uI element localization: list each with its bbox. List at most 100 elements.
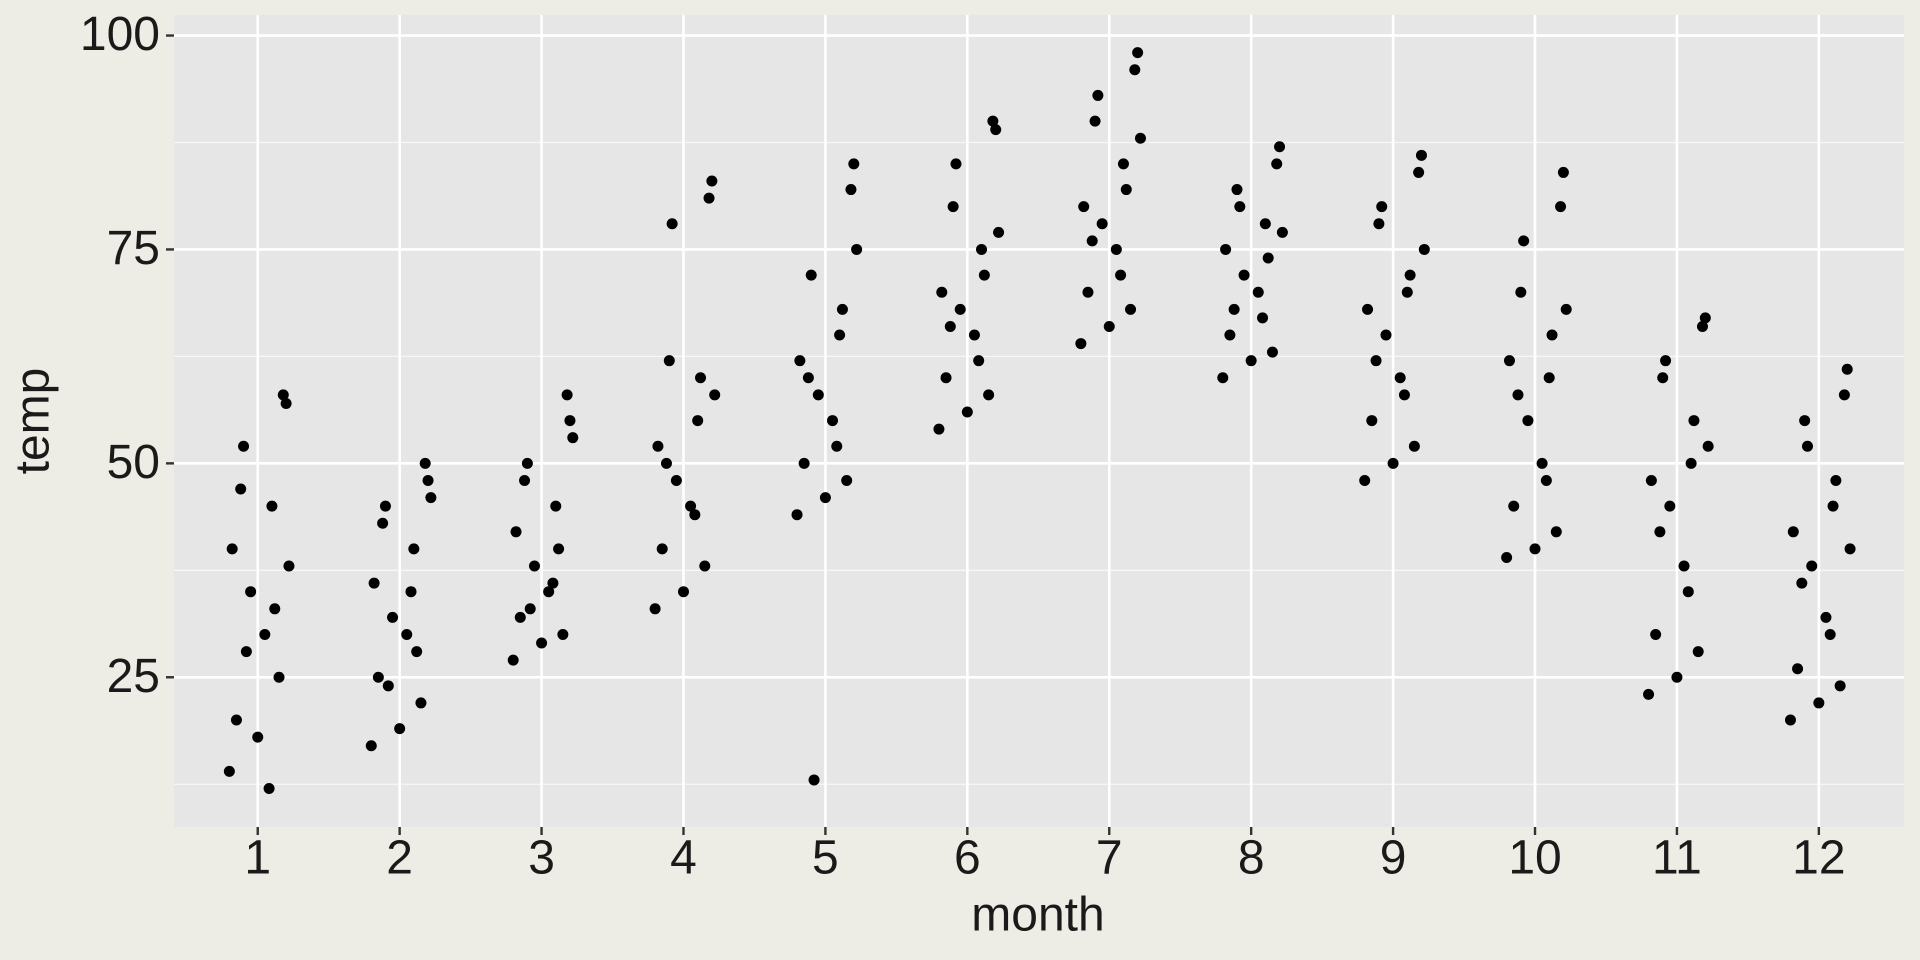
point <box>831 440 843 452</box>
point <box>709 389 721 401</box>
point <box>510 526 522 538</box>
point <box>1501 551 1513 563</box>
point <box>415 697 427 709</box>
point <box>1543 372 1555 384</box>
point <box>1512 389 1524 401</box>
point <box>419 457 431 469</box>
point <box>277 389 289 401</box>
point <box>1366 415 1378 427</box>
x-tick-label: 4 <box>670 832 697 885</box>
point <box>238 440 250 452</box>
point <box>950 158 962 170</box>
point <box>1643 688 1655 700</box>
point <box>805 269 817 281</box>
x-tick-label: 8 <box>1238 832 1265 885</box>
point <box>1844 543 1856 555</box>
point <box>695 372 707 384</box>
point <box>819 492 831 504</box>
point <box>1082 286 1094 298</box>
point <box>1824 628 1836 640</box>
point <box>1234 201 1246 213</box>
point <box>273 671 285 683</box>
point <box>663 355 675 367</box>
point <box>266 500 278 512</box>
point <box>1120 184 1132 196</box>
point <box>798 457 810 469</box>
point <box>372 671 384 683</box>
point <box>1257 312 1269 324</box>
point <box>845 184 857 196</box>
point <box>1820 611 1832 623</box>
point <box>936 286 948 298</box>
point <box>1359 474 1371 486</box>
point <box>230 714 242 726</box>
point <box>1224 329 1236 341</box>
point <box>1557 166 1569 178</box>
point <box>851 243 863 255</box>
point <box>263 782 275 794</box>
point <box>1841 363 1853 375</box>
point <box>543 586 555 598</box>
point <box>1540 474 1552 486</box>
point <box>990 124 1002 136</box>
point <box>408 543 420 555</box>
y-tick-label: 50 <box>107 436 160 489</box>
point <box>1231 184 1243 196</box>
point <box>978 269 990 281</box>
x-tick-label: 9 <box>1380 832 1407 885</box>
point <box>1827 500 1839 512</box>
x-tick-label: 11 <box>1652 832 1702 885</box>
point <box>536 637 548 649</box>
point <box>1228 303 1240 315</box>
point <box>1276 226 1288 238</box>
point <box>252 731 264 743</box>
point <box>976 243 988 255</box>
point <box>567 432 579 444</box>
point <box>1238 269 1250 281</box>
point <box>1799 415 1811 427</box>
point <box>1401 286 1413 298</box>
point <box>280 397 292 409</box>
point <box>1796 577 1808 589</box>
point <box>1550 526 1562 538</box>
point <box>836 303 848 315</box>
point <box>1784 714 1796 726</box>
point <box>1134 132 1146 144</box>
point <box>1271 158 1283 170</box>
point <box>1092 89 1104 101</box>
x-tick-label: 1 <box>244 832 271 885</box>
point <box>524 603 536 615</box>
point <box>1503 355 1515 367</box>
point <box>1398 389 1410 401</box>
point <box>1699 312 1711 324</box>
point <box>968 329 980 341</box>
point <box>1362 303 1374 315</box>
point <box>411 646 423 658</box>
point <box>1685 457 1697 469</box>
point <box>365 740 377 752</box>
point <box>1086 235 1098 247</box>
x-tick-label: 10 <box>1508 832 1561 885</box>
point <box>1075 338 1087 350</box>
y-tick-label: 75 <box>107 222 160 275</box>
point <box>1692 646 1704 658</box>
point <box>1671 671 1683 683</box>
point <box>379 500 391 512</box>
point <box>841 474 853 486</box>
point <box>1688 415 1700 427</box>
point <box>1373 218 1385 230</box>
point <box>1217 372 1229 384</box>
point <box>1529 543 1541 555</box>
point <box>1376 201 1388 213</box>
point <box>933 423 945 435</box>
x-tick-label: 2 <box>386 832 413 885</box>
point <box>652 440 664 452</box>
point <box>1096 218 1108 230</box>
point <box>703 192 715 204</box>
point <box>954 303 966 315</box>
point <box>1560 303 1572 315</box>
y-tick-label: 100 <box>80 8 160 61</box>
point <box>283 560 295 572</box>
point <box>987 115 999 127</box>
point <box>1404 269 1416 281</box>
